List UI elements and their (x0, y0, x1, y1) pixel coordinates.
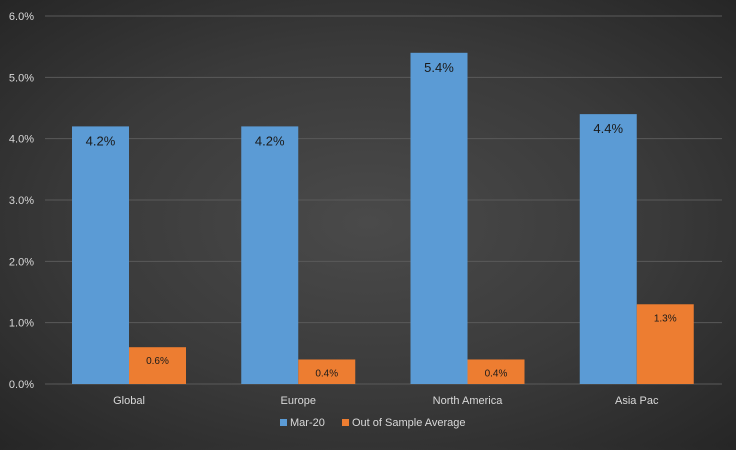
x-tick-label: North America (433, 395, 504, 407)
legend[interactable]: Mar-20 Out of Sample Average (280, 417, 466, 429)
data-label: 5.4% (424, 60, 454, 75)
x-axis-ticks: Global Europe North America Asia Pac (113, 395, 659, 407)
data-label: 0.4% (315, 368, 338, 379)
bar-out-of-sample-average-global (129, 347, 186, 384)
legend-label: Mar-20 (290, 417, 325, 429)
bar-mar-20-north-america (410, 52, 468, 385)
y-axis-ticks: 0.0% 1.0% 2.0% 3.0% 4.0% 5.0% 6.0% (9, 11, 34, 391)
bar-mar-20-global (72, 126, 129, 385)
data-label: 0.6% (146, 356, 169, 367)
legend-item-out-of-sample-average[interactable]: Out of Sample Average (342, 417, 466, 429)
bar-out-of-sample-average-asia-pac (636, 304, 694, 384)
x-tick-label: Europe (281, 395, 316, 407)
data-label: 4.4% (593, 121, 623, 136)
legend-label: Out of Sample Average (352, 417, 466, 429)
y-tick-label: 3.0% (9, 195, 34, 207)
x-tick-label: Asia Pac (615, 395, 659, 407)
bars (72, 52, 694, 385)
y-tick-label: 6.0% (9, 11, 34, 23)
y-tick-label: 1.0% (9, 318, 34, 330)
legend-swatch (342, 419, 349, 426)
legend-swatch (280, 419, 287, 426)
data-label: 4.2% (86, 133, 116, 148)
data-label: 1.3% (654, 313, 677, 324)
data-label: 4.2% (255, 133, 285, 148)
gridlines (45, 15, 722, 385)
bar-out-of-sample-average-north-america (467, 359, 525, 384)
x-tick-label: Global (113, 395, 145, 407)
bar-mar-20-europe (241, 126, 299, 385)
y-tick-label: 0.0% (9, 379, 34, 391)
data-labels: 4.2% 0.6% 4.2% 0.4% 5.4% 0.4% 4.4% 1.3% (86, 60, 677, 380)
legend-item-mar-20[interactable]: Mar-20 (280, 417, 325, 429)
y-tick-label: 4.0% (9, 134, 34, 146)
y-tick-label: 5.0% (9, 72, 34, 84)
bar-out-of-sample-average-europe (298, 359, 356, 384)
y-tick-label: 2.0% (9, 256, 34, 268)
data-label: 0.4% (485, 368, 508, 379)
bar-mar-20-asia-pac (579, 114, 637, 384)
